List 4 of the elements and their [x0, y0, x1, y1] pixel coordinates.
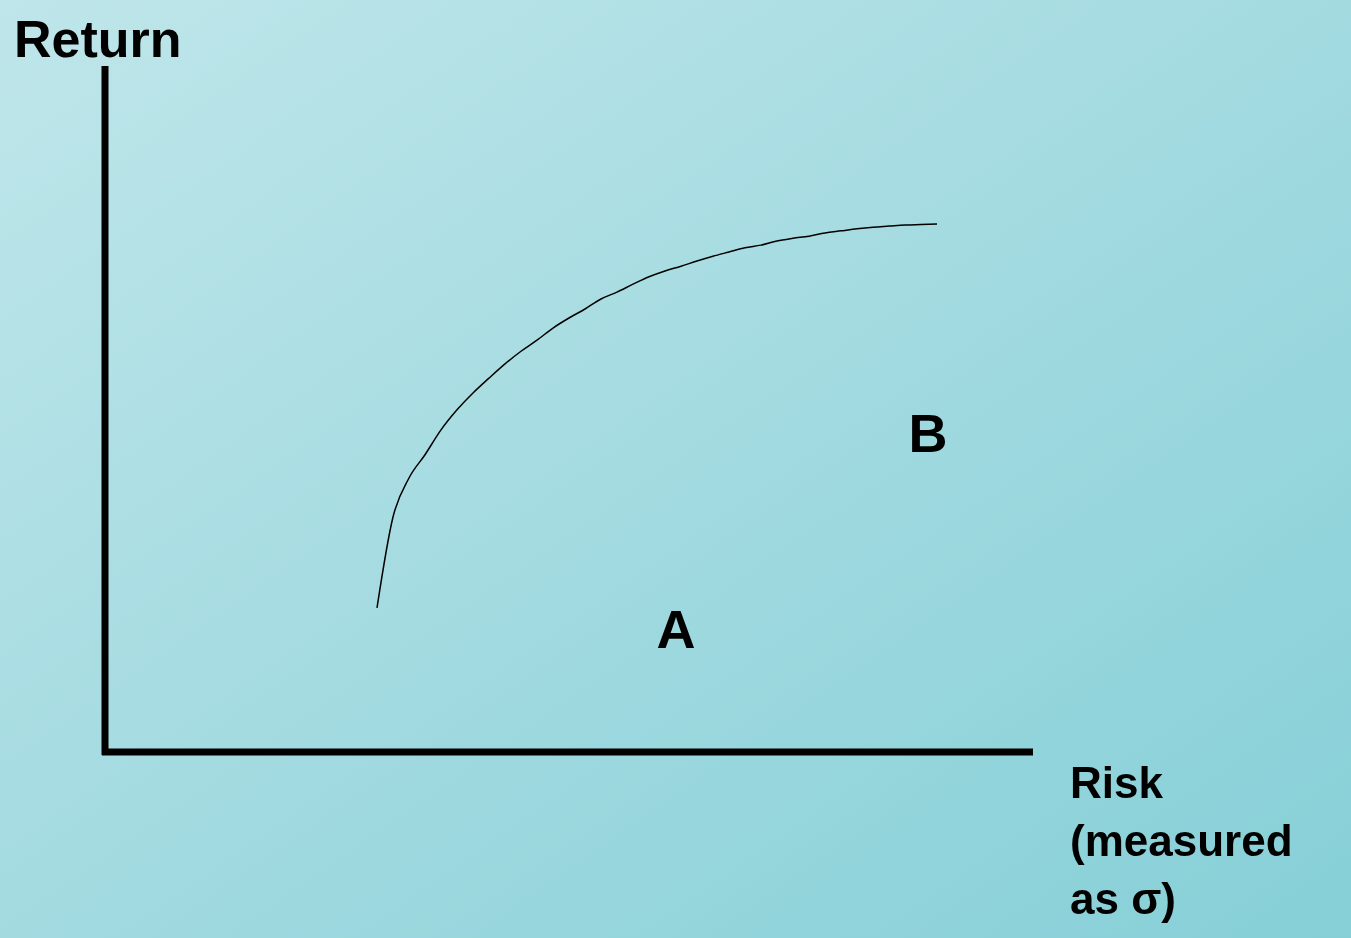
annotation: A [656, 599, 696, 659]
annotation: B [908, 403, 948, 463]
y-axis-title: Return [14, 10, 182, 68]
x-axis-title: Risk (measured as σ) [1070, 758, 1293, 923]
